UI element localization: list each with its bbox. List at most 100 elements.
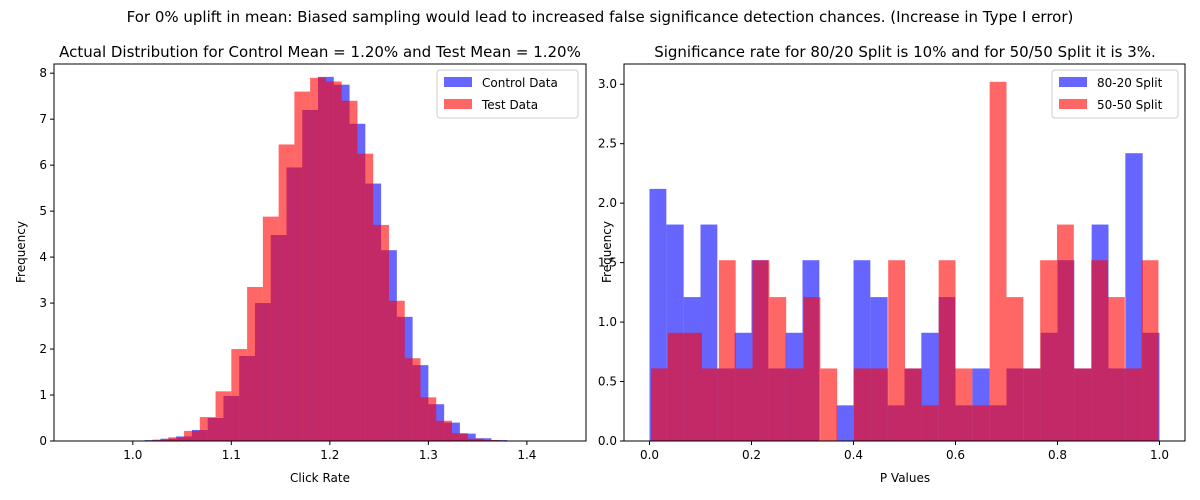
left-bar-series-1-bin-5 bbox=[215, 391, 232, 441]
left-x-tick-label: 1.4 bbox=[517, 448, 536, 462]
right-bar-series-1-bin-26 bbox=[1091, 260, 1108, 441]
right-bar-series-1-bin-19 bbox=[972, 405, 990, 441]
right-bar-series-1-bin-3 bbox=[702, 368, 719, 441]
right-x-ticks: 0.0 0.2 0.4 0.6 0.8 1.0 bbox=[640, 441, 1169, 462]
right-bar-series-1-bin-14 bbox=[888, 260, 906, 441]
left-bar-series-1-bin-16 bbox=[388, 300, 405, 441]
left-y-tick-label: 5 bbox=[39, 204, 47, 218]
left-y-tick-label: 0 bbox=[39, 434, 47, 448]
right-bar-series-1-bin-22 bbox=[1023, 368, 1041, 441]
left-bar-series-1-bin-7 bbox=[247, 286, 263, 441]
right-bar-series-1-bin-29 bbox=[1141, 260, 1159, 441]
left-chart-title: Actual Distribution for Control Mean = 1… bbox=[59, 43, 581, 61]
right-bar-series-1-bin-5 bbox=[735, 368, 753, 441]
right-legend-label-50-50: 50-50 Split bbox=[1097, 98, 1163, 112]
right-x-axis-label: P Values bbox=[880, 471, 930, 485]
left-legend-swatch-control bbox=[444, 77, 472, 87]
right-y-axis-label: Frequency bbox=[600, 221, 614, 283]
left-y-ticks: 0 1 2 3 4 5 6 7 8 bbox=[39, 66, 54, 448]
left-legend-swatch-test bbox=[444, 99, 472, 109]
left-x-tick-label: 1.2 bbox=[320, 448, 339, 462]
right-bar-series-1-bin-20 bbox=[989, 81, 1007, 442]
left-y-tick-label: 1 bbox=[39, 388, 47, 402]
left-bar-series-1-bin-18 bbox=[420, 397, 437, 441]
right-y-tick-label: 1.0 bbox=[598, 315, 617, 329]
right-bars-50-50 bbox=[651, 81, 1159, 442]
left-x-ticks: 1.0 1.1 1.2 1.3 1.4 bbox=[123, 441, 536, 462]
left-x-tick-label: 1.3 bbox=[419, 448, 438, 462]
left-bar-series-1-bin-4 bbox=[199, 417, 216, 441]
right-y-tick-label: 2.0 bbox=[598, 196, 617, 210]
right-x-tick-label: 1.0 bbox=[1150, 448, 1169, 462]
right-y-tick-label: 0.0 bbox=[598, 434, 617, 448]
left-bar-series-1-bin-14 bbox=[357, 153, 374, 441]
left-y-tick-label: 8 bbox=[39, 66, 47, 80]
left-bars-test bbox=[136, 77, 516, 442]
left-y-tick-label: 2 bbox=[39, 342, 47, 356]
right-plot-frame bbox=[623, 63, 1186, 442]
right-bar-series-0-bin-11 bbox=[836, 405, 854, 441]
right-bar-series-1-bin-18 bbox=[955, 368, 973, 441]
right-legend-label-80-20: 80-20 Split bbox=[1097, 76, 1163, 90]
left-bar-series-1-bin-6 bbox=[231, 349, 248, 441]
left-chart: Actual Distribution for Control Mean = 1… bbox=[14, 43, 587, 485]
left-bar-series-1-bin-17 bbox=[404, 358, 421, 441]
left-bar-series-1-bin-11 bbox=[310, 77, 326, 441]
right-bar-series-1-bin-25 bbox=[1073, 368, 1092, 441]
right-chart: Significance rate for 80/20 Split is 10%… bbox=[598, 43, 1186, 485]
right-bar-series-1-bin-10 bbox=[820, 368, 838, 441]
left-x-axis-label: Click Rate bbox=[290, 471, 350, 485]
right-x-tick-label: 0.4 bbox=[844, 448, 863, 462]
right-bar-series-1-bin-17 bbox=[938, 260, 956, 441]
right-y-tick-label: 2.5 bbox=[598, 137, 617, 151]
right-bar-series-1-bin-27 bbox=[1107, 297, 1125, 441]
right-legend: 80-20 Split 50-50 Split bbox=[1051, 69, 1179, 119]
left-bar-series-1-bin-10 bbox=[294, 91, 311, 442]
left-legend-label-control: Control Data bbox=[482, 76, 558, 90]
right-bar-series-1-bin-6 bbox=[752, 260, 770, 441]
right-y-tick-label: 1.5 bbox=[598, 256, 617, 270]
right-bar-series-1-bin-15 bbox=[905, 368, 922, 441]
left-y-tick-label: 4 bbox=[39, 250, 47, 264]
right-bar-series-1-bin-0 bbox=[651, 368, 668, 441]
right-bar-series-1-bin-23 bbox=[1040, 260, 1057, 441]
left-y-tick-label: 7 bbox=[39, 112, 47, 126]
left-y-axis-label: Frequency bbox=[14, 221, 28, 283]
left-bar-series-1-bin-20 bbox=[452, 433, 468, 441]
left-bar-series-1-bin-12 bbox=[325, 81, 342, 441]
right-bar-series-1-bin-13 bbox=[870, 368, 889, 441]
left-legend-label-test: Test Data bbox=[481, 98, 538, 112]
left-bar-series-1-bin-9 bbox=[278, 144, 295, 441]
left-x-tick-label: 1.0 bbox=[123, 448, 142, 462]
right-legend-swatch-80-20 bbox=[1059, 77, 1087, 87]
right-y-tick-label: 0.5 bbox=[598, 375, 617, 389]
figure-suptitle: For 0% uplift in mean: Biased sampling w… bbox=[127, 8, 1074, 26]
left-bar-series-1-bin-1 bbox=[152, 439, 169, 441]
right-bar-series-1-bin-1 bbox=[667, 332, 685, 441]
left-plot-frame bbox=[53, 63, 587, 442]
right-bar-series-1-bin-2 bbox=[684, 332, 703, 441]
left-y-tick-label: 6 bbox=[39, 158, 47, 172]
left-legend: Control Data Test Data bbox=[436, 69, 579, 119]
right-bar-series-1-bin-12 bbox=[854, 368, 871, 441]
right-x-tick-label: 0.0 bbox=[640, 448, 659, 462]
left-bar-series-1-bin-3 bbox=[184, 430, 200, 441]
right-bar-series-1-bin-21 bbox=[1006, 297, 1024, 441]
left-bar-series-1-bin-2 bbox=[168, 437, 185, 441]
left-legend-box bbox=[436, 69, 579, 119]
left-bar-series-1-bin-8 bbox=[262, 216, 279, 441]
left-bar-series-1-bin-19 bbox=[436, 420, 453, 441]
left-y-tick-label: 3 bbox=[39, 296, 47, 310]
right-x-tick-label: 0.8 bbox=[1048, 448, 1067, 462]
left-bar-series-1-bin-21 bbox=[467, 438, 484, 441]
right-chart-title: Significance rate for 80/20 Split is 10%… bbox=[654, 43, 1156, 61]
right-y-tick-label: 3.0 bbox=[598, 77, 617, 91]
right-bar-series-1-bin-8 bbox=[786, 368, 804, 441]
right-x-tick-label: 0.6 bbox=[946, 448, 965, 462]
right-y-ticks: 0.0 0.5 1.0 1.5 2.0 2.5 3.0 bbox=[598, 77, 624, 448]
left-bar-series-1-bin-13 bbox=[341, 100, 358, 441]
left-bar-series-1-bin-15 bbox=[373, 224, 389, 441]
right-bar-series-1-bin-16 bbox=[921, 405, 939, 441]
right-bar-series-1-bin-4 bbox=[718, 260, 736, 441]
